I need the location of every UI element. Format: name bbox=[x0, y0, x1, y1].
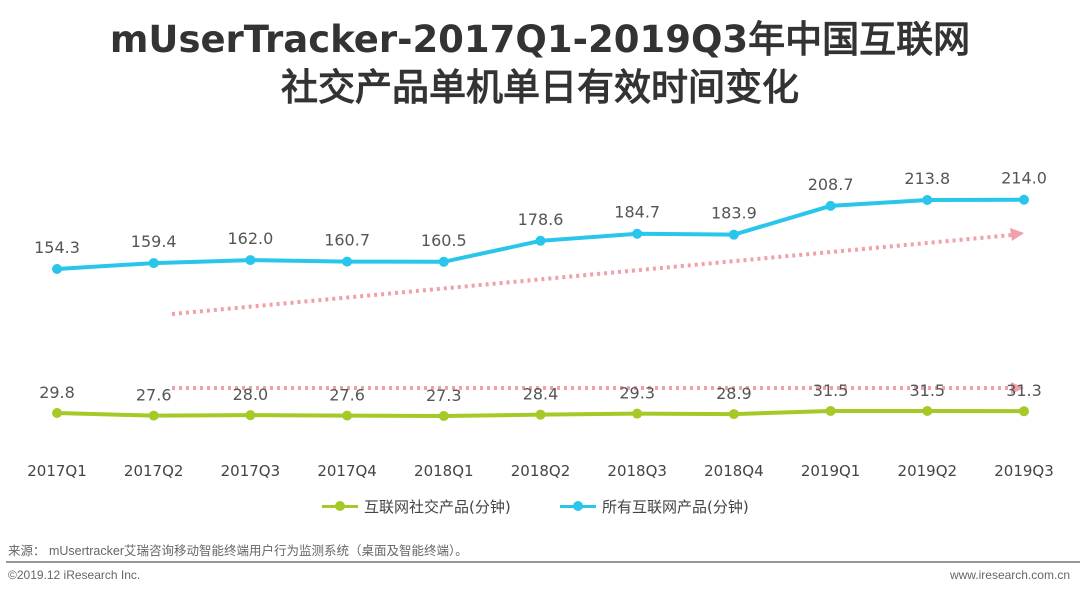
legend-item-all: 所有互联网产品(分钟) bbox=[560, 496, 749, 517]
data-label: 208.7 bbox=[808, 175, 854, 194]
data-label: 183.9 bbox=[711, 204, 757, 223]
data-label: 28.4 bbox=[523, 385, 559, 404]
data-label: 160.7 bbox=[324, 231, 370, 250]
trend-arrowhead-social bbox=[1011, 382, 1024, 394]
data-point bbox=[825, 200, 836, 211]
data-label: 29.3 bbox=[619, 384, 655, 403]
data-label: 213.8 bbox=[904, 169, 950, 188]
data-label: 162.0 bbox=[227, 229, 273, 248]
data-point bbox=[438, 256, 449, 267]
data-point bbox=[245, 255, 256, 266]
trend-line-all bbox=[171, 233, 1013, 316]
x-tick-label: 2017Q1 bbox=[27, 462, 87, 480]
x-tick-label: 2018Q1 bbox=[414, 462, 474, 480]
data-point bbox=[535, 409, 546, 420]
data-point bbox=[922, 194, 933, 205]
x-tick-label: 2017Q2 bbox=[124, 462, 184, 480]
data-label: 28.0 bbox=[233, 385, 269, 404]
x-tick-label: 2019Q2 bbox=[898, 462, 958, 480]
legend-item-social: 互联网社交产品(分钟) bbox=[322, 496, 511, 517]
data-label: 27.6 bbox=[136, 386, 172, 405]
x-tick-label: 2018Q3 bbox=[607, 462, 667, 480]
data-label: 29.8 bbox=[39, 383, 75, 402]
data-point bbox=[728, 229, 739, 240]
trend-arrowhead-all bbox=[1010, 228, 1024, 241]
data-point bbox=[922, 405, 933, 416]
data-label: 28.9 bbox=[716, 384, 752, 403]
data-point bbox=[728, 409, 739, 420]
x-tick-label: 2019Q3 bbox=[994, 462, 1054, 480]
footer-divider bbox=[6, 561, 1080, 563]
data-point bbox=[1019, 194, 1029, 205]
data-label: 214.0 bbox=[1001, 169, 1047, 188]
data-label: 160.5 bbox=[421, 231, 467, 250]
data-label: 184.7 bbox=[614, 203, 660, 222]
x-tick-label: 2018Q2 bbox=[511, 462, 571, 480]
data-label: 159.4 bbox=[131, 232, 177, 251]
website: www.iresearch.com.cn bbox=[949, 568, 1070, 582]
data-label: 31.3 bbox=[1006, 381, 1042, 400]
data-point bbox=[52, 264, 62, 274]
x-tick-label: 2018Q4 bbox=[704, 462, 764, 480]
data-label: 31.5 bbox=[813, 381, 849, 400]
data-point bbox=[342, 256, 353, 267]
chart-title: mUserTracker-2017Q1-2019Q3年中国互联网 bbox=[109, 18, 971, 61]
data-point bbox=[825, 405, 836, 416]
data-point bbox=[535, 235, 546, 246]
legend-label: 所有互联网产品(分钟) bbox=[602, 498, 749, 516]
data-label: 27.3 bbox=[426, 386, 462, 405]
data-point bbox=[52, 408, 62, 418]
data-point bbox=[245, 410, 256, 421]
x-tick-label: 2019Q1 bbox=[801, 462, 861, 480]
data-point bbox=[438, 411, 449, 421]
source-note: 来源： mUsertracker艾瑞咨询移动智能终端用户行为监测系统（桌面及智能… bbox=[8, 544, 468, 558]
data-point bbox=[632, 408, 643, 419]
chart-subtitle: 社交产品单机单日有效时间变化 bbox=[281, 66, 799, 109]
data-point bbox=[148, 258, 159, 269]
data-point bbox=[1019, 406, 1029, 417]
copyright: ©2019.12 iResearch Inc. bbox=[8, 568, 141, 582]
data-label: 154.3 bbox=[34, 238, 80, 257]
data-label: 31.5 bbox=[909, 381, 945, 400]
data-label: 178.6 bbox=[518, 210, 564, 229]
data-point bbox=[632, 228, 643, 239]
data-point bbox=[148, 410, 159, 421]
x-tick-label: 2017Q3 bbox=[221, 462, 281, 480]
data-label: 27.6 bbox=[329, 386, 365, 405]
x-tick-label: 2017Q4 bbox=[317, 462, 377, 480]
data-point bbox=[342, 410, 353, 421]
legend-label: 互联网社交产品(分钟) bbox=[364, 498, 511, 516]
